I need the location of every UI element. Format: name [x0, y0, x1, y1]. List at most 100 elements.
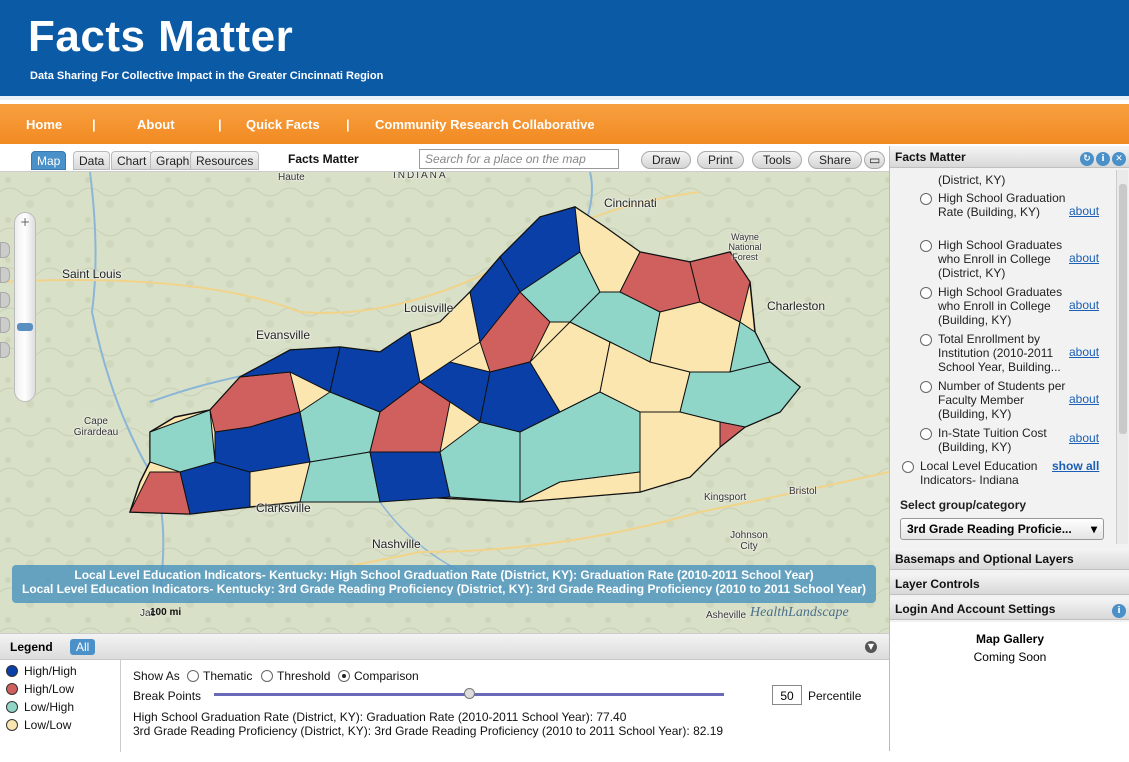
radio-icon[interactable] [261, 670, 273, 682]
nav-separator: | [92, 117, 96, 132]
section-login[interactable]: Login And Account Settings i [890, 598, 1129, 620]
slider-handle[interactable] [464, 688, 475, 699]
pan-tab-icon[interactable] [0, 317, 10, 333]
about-link[interactable]: about [1069, 392, 1100, 406]
county [479, 291, 551, 373]
radio-icon[interactable] [902, 461, 914, 473]
map-label-bristol: Bristol [789, 486, 817, 497]
map-label-clarksville: Clarksville [256, 501, 311, 515]
tab-data[interactable]: Data [73, 151, 111, 170]
legend-swatch [6, 683, 18, 695]
search-input[interactable]: Search for a place on the map [419, 149, 619, 169]
about-link[interactable]: about [1069, 345, 1100, 359]
right-panel: Facts Matter ↻ i ✕ (District, KY) High Sch… [889, 146, 1129, 762]
select-value: 3rd Grade Reading Proficie... [907, 522, 1072, 536]
radio-comparison[interactable]: Comparison [338, 669, 419, 683]
section-layer-controls[interactable]: Layer Controls [890, 573, 1129, 595]
tools-button[interactable]: Tools [752, 151, 803, 169]
close-icon[interactable]: ✕ [1112, 152, 1126, 166]
percentile-label: Percentile [808, 689, 862, 703]
nav-community-research[interactable]: Community Research Collaborative [375, 117, 595, 132]
radio-icon[interactable] [920, 287, 932, 299]
map-label-indiana: INDIANA [393, 172, 448, 181]
radio-label: Threshold [277, 669, 331, 683]
show-all-link[interactable]: show all [1052, 459, 1100, 473]
legend-label: High/High [24, 664, 77, 678]
site-title[interactable]: Facts Matter [28, 12, 294, 61]
map-label-jac: Jac [140, 608, 156, 619]
legend-item-high-high: High/High [6, 664, 77, 678]
radio-label: Comparison [354, 669, 419, 683]
info-icon[interactable]: i [1112, 604, 1126, 618]
legend-label: Low/High [24, 700, 75, 714]
pan-tab-icon[interactable] [0, 342, 10, 358]
map-view[interactable]: Saint Louis Evansville Louisville Cincin… [0, 172, 889, 633]
legend-label: Low/Low [24, 718, 72, 732]
about-link[interactable]: about [1069, 204, 1100, 218]
break-points-label: Break Points [133, 689, 202, 703]
tab-chart[interactable]: Chart [111, 151, 153, 170]
banner-line-2: Local Level Education Indicators- Kentuc… [21, 582, 867, 596]
map-label-cincinnati: Cincinnati [604, 196, 657, 210]
about-link[interactable]: about [1069, 431, 1100, 445]
nav-about[interactable]: About [137, 117, 175, 132]
legend-all-button[interactable]: All [70, 639, 96, 655]
county [719, 421, 747, 449]
item-label: Number of Students per Faculty Member (B… [938, 379, 1066, 421]
fullscreen-icon[interactable]: ▭ [864, 151, 886, 169]
select-group-label: Select group/category [900, 498, 1027, 512]
nav-separator: | [218, 117, 222, 132]
draw-button[interactable]: Draw [641, 151, 692, 169]
radio-icon[interactable] [920, 240, 932, 252]
radio-icon[interactable] [187, 670, 199, 682]
nav-home[interactable]: Home [26, 117, 63, 132]
county [369, 381, 451, 453]
stat-graduation-rate: High School Graduation Rate (District, K… [133, 710, 627, 724]
about-link[interactable]: about [1069, 298, 1100, 312]
map-label-evansville: Evansville [256, 328, 311, 342]
category-select[interactable]: 3rd Grade Reading Proficie... ▾ [900, 518, 1104, 540]
refresh-icon[interactable]: ↻ [1080, 152, 1094, 166]
panel-scrollbar[interactable] [1116, 170, 1128, 544]
tab-map[interactable]: Map [31, 151, 67, 170]
zoom-in-icon[interactable]: + [20, 215, 31, 229]
radio-threshold[interactable]: Threshold [261, 669, 330, 683]
healthlandscape-logo: HealthLandscape [750, 605, 849, 620]
chevron-down-icon[interactable]: ▾ [1090, 522, 1097, 536]
collapse-icon[interactable]: ▼ [865, 641, 877, 653]
radio-icon[interactable] [920, 428, 932, 440]
scale-bar: 100 mi [150, 607, 182, 618]
radio-icon[interactable] [338, 670, 350, 682]
radio-label: Thematic [203, 669, 253, 683]
item-label: Total Enrollment by Institution (2010-20… [938, 332, 1061, 374]
section-basemaps[interactable]: Basemaps and Optional Layers [890, 548, 1129, 570]
map-label-nashville: Nashville [372, 537, 421, 551]
tab-resources[interactable]: Resources [190, 151, 260, 170]
county [519, 471, 641, 503]
radio-icon[interactable] [920, 334, 932, 346]
nav-quick-facts[interactable]: Quick Facts [246, 117, 320, 132]
county [179, 461, 251, 515]
radio-thematic[interactable]: Thematic [187, 669, 252, 683]
map-label-johnson-city: Johnson City [730, 530, 768, 552]
zoom-handle[interactable] [17, 323, 33, 331]
radio-icon[interactable] [920, 193, 932, 205]
info-icon[interactable]: i [1096, 152, 1110, 166]
about-link[interactable]: about [1069, 251, 1100, 265]
pan-tab-icon[interactable] [0, 292, 10, 308]
pan-tab-icon[interactable] [0, 267, 10, 283]
print-button[interactable]: Print [697, 151, 744, 169]
county [129, 471, 191, 515]
break-points-slider[interactable] [214, 688, 724, 699]
item-label: (District, KY) [938, 173, 1006, 187]
legend-header: Legend All ▼ [0, 634, 889, 660]
share-button[interactable]: Share [808, 151, 863, 169]
map-toolbar: Map Data Chart Graph Resources Facts Mat… [0, 146, 889, 172]
legend-panel: Legend All ▼ High/High High/Low Low/High… [0, 633, 889, 752]
percentile-input[interactable]: 50 [772, 685, 802, 705]
zoom-slider[interactable]: + [14, 212, 36, 402]
radio-icon[interactable] [920, 381, 932, 393]
tab-graph[interactable]: Graph [150, 151, 196, 170]
scroll-thumb[interactable] [1119, 184, 1127, 434]
pan-tab-icon[interactable] [0, 242, 10, 258]
